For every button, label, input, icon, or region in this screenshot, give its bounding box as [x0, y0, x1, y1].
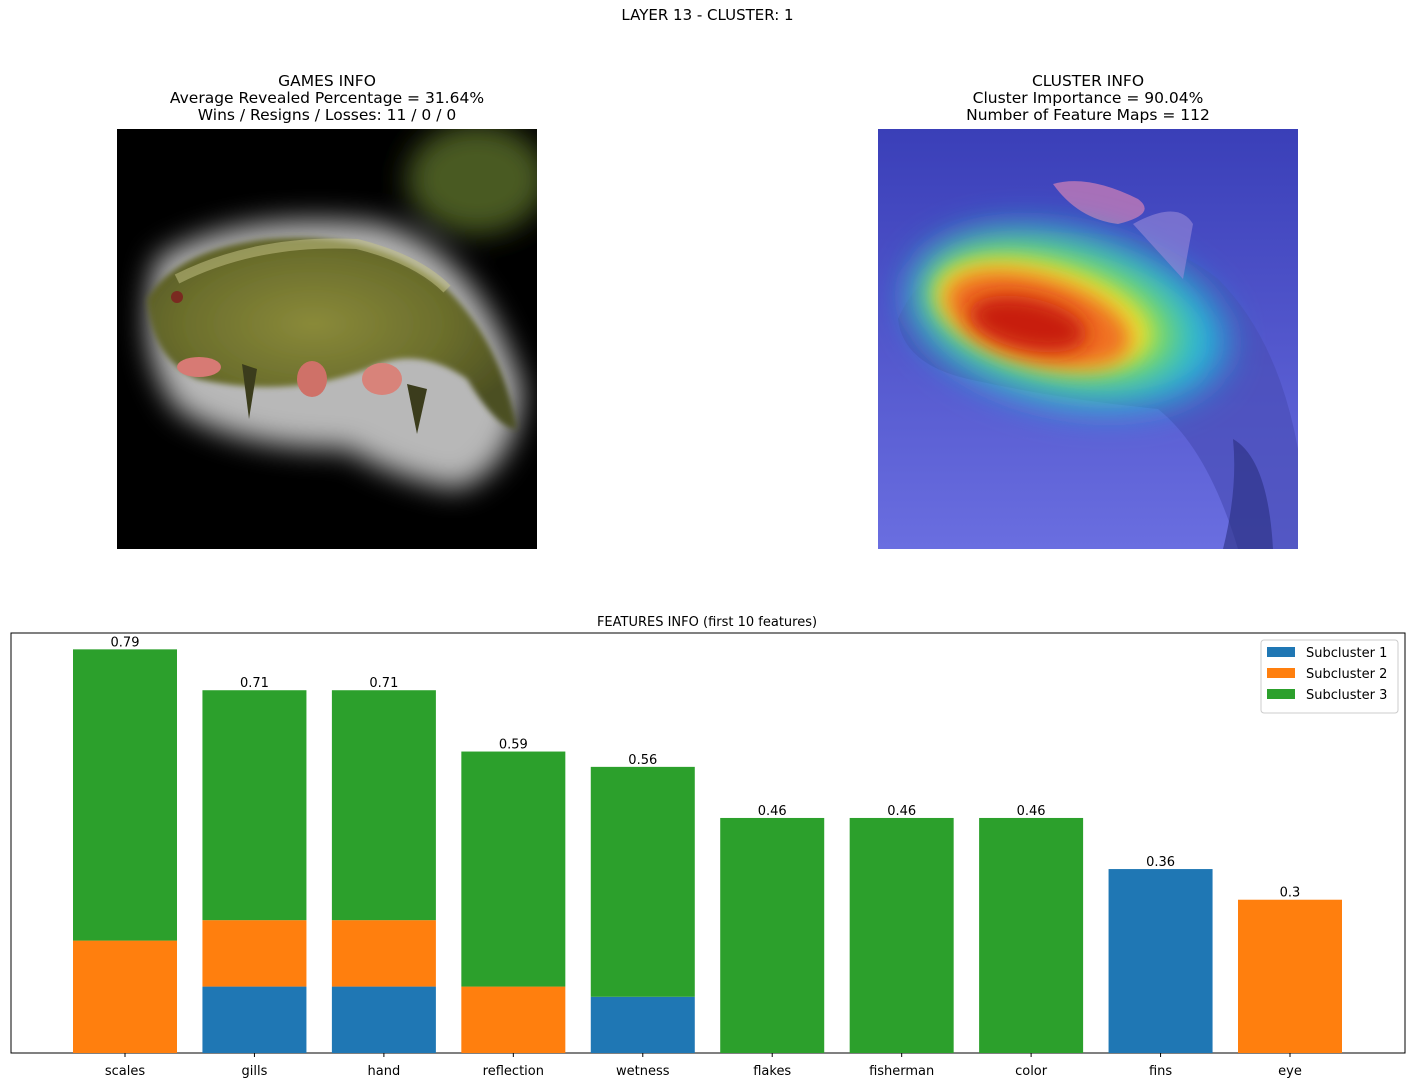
x-axis-ticks: scales gills hand reflection wetness flakes fi…	[105, 1053, 1302, 1079]
bar-total-label-fins: 0.36	[1146, 855, 1175, 870]
bar-segment-wetness-subcluster-3	[590, 766, 695, 997]
bar-segment-color-subcluster-3	[979, 817, 1084, 1053]
legend-label-subcluster-1: Subcluster 1	[1306, 646, 1387, 661]
chart-title: FEATURES INFO (first 10 features)	[597, 615, 817, 630]
x-tick-label-scales: scales	[105, 1064, 145, 1079]
games-info-revealed: Average Revealed Percentage = 31.64%	[169, 89, 485, 107]
plot-area-frame	[10, 632, 1406, 1054]
bar-segment-fisherman-subcluster-3	[849, 817, 954, 1053]
x-tick-label-color: color	[1015, 1064, 1048, 1079]
bar-total-label-eye: 0.3	[1280, 886, 1301, 901]
x-tick-label-eye: eye	[1278, 1064, 1302, 1079]
bar-segment-scales-subcluster-3	[73, 649, 177, 941]
bar-segment-gills-subcluster-2	[202, 920, 307, 987]
bar-total-label-fisherman: 0.46	[887, 804, 916, 819]
legend-label-subcluster-2: Subcluster 2	[1306, 667, 1387, 682]
bar-segment-hand-subcluster-3	[331, 690, 436, 921]
bar-segment-flakes-subcluster-3	[720, 817, 825, 1053]
fish-heatmap-overlay-image	[878, 129, 1298, 549]
legend-swatch-subcluster-1	[1267, 647, 1295, 657]
x-tick-label-reflection: reflection	[483, 1064, 544, 1079]
bar-total-label-color: 0.46	[1017, 804, 1046, 819]
bar-segment-reflection-subcluster-3	[461, 751, 566, 987]
bar-total-label-scales: 0.79	[111, 635, 140, 650]
bar-segment-hand-subcluster-1	[331, 986, 436, 1053]
games-info-heading: GAMES INFO	[278, 72, 376, 90]
figure-title: LAYER 13 - CLUSTER: 1	[621, 6, 794, 24]
x-tick-label-fisherman: fisherman	[869, 1064, 934, 1079]
bar-segment-wetness-subcluster-1	[590, 996, 695, 1053]
bar-value-labels: 0.79 0.71 0.71 0.59 0.56 0.46 0.46 0.46 0.36 0.3	[111, 635, 1301, 900]
bar-segment-gills-subcluster-3	[202, 690, 307, 921]
cluster-info-heading: CLUSTER INFO	[1031, 72, 1145, 90]
games-info-results: Wins / Resigns / Losses: 11 / 0 / 0	[197, 106, 457, 124]
bar-segment-hand-subcluster-2	[331, 920, 436, 987]
games-info-title: GAMES INFO Average Revealed Percentage =…	[117, 73, 537, 124]
legend-label-subcluster-3: Subcluster 3	[1306, 688, 1387, 703]
chart-legend: Subcluster 1 Subcluster 2 Subcluster 3	[1260, 639, 1399, 714]
bar-total-label-gills: 0.71	[240, 676, 269, 691]
x-tick-label-wetness: wetness	[616, 1064, 670, 1079]
bar-segment-eye-subcluster-2	[1238, 899, 1342, 1053]
x-tick-label-hand: hand	[368, 1064, 401, 1079]
x-tick-label-gills: gills	[242, 1064, 268, 1079]
x-tick-label-flakes: flakes	[753, 1064, 791, 1079]
cluster-info-feature-maps: Number of Feature Maps = 112	[966, 106, 1210, 124]
bar-total-label-reflection: 0.59	[499, 738, 528, 753]
bar-segment-reflection-subcluster-2	[461, 986, 566, 1053]
bar-total-label-flakes: 0.46	[758, 804, 787, 819]
x-tick-label-fins: fins	[1149, 1064, 1172, 1079]
bars-group	[73, 649, 1342, 1053]
legend-swatch-subcluster-2	[1267, 668, 1295, 678]
heatmap-drawing	[878, 129, 1298, 549]
legend-box	[1260, 639, 1399, 714]
masked-fish-drawing	[147, 129, 537, 489]
bar-segment-scales-subcluster-2	[73, 940, 177, 1053]
bar-segment-gills-subcluster-1	[202, 986, 307, 1053]
bar-segment-fins-subcluster-1	[1108, 869, 1213, 1053]
masked-fish-image	[117, 129, 537, 549]
cluster-info-title: CLUSTER INFO Cluster Importance = 90.04%…	[878, 73, 1298, 124]
cluster-info-importance: Cluster Importance = 90.04%	[972, 89, 1204, 107]
bar-total-label-wetness: 0.56	[628, 753, 657, 768]
legend-swatch-subcluster-3	[1267, 689, 1295, 699]
bar-total-label-hand: 0.71	[369, 676, 398, 691]
